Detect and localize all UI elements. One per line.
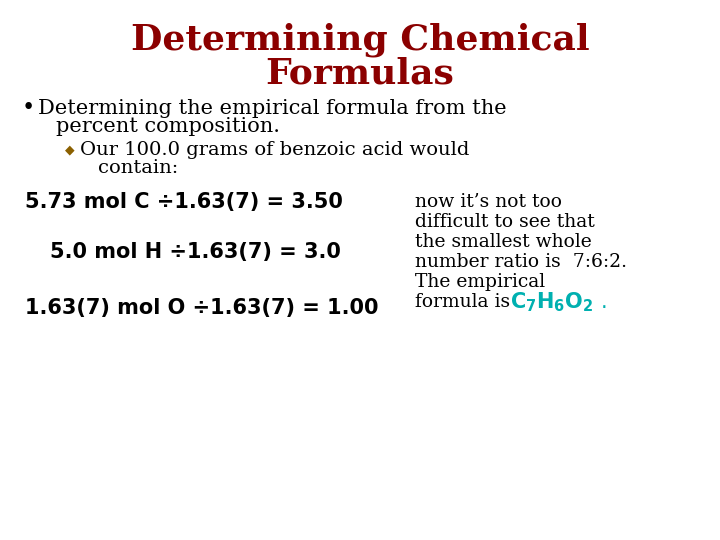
Text: percent composition.: percent composition. xyxy=(56,118,280,137)
Text: 5.0 mol H ÷1.63(7) = 3.0: 5.0 mol H ÷1.63(7) = 3.0 xyxy=(50,242,341,262)
Text: contain:: contain: xyxy=(98,159,179,177)
Text: Determining Chemical: Determining Chemical xyxy=(131,23,589,57)
Text: formula is: formula is xyxy=(415,293,510,311)
Text: 5.73 mol C ÷1.63(7) = 3.50: 5.73 mol C ÷1.63(7) = 3.50 xyxy=(25,192,343,212)
Text: $\mathbf{C_7H_6O_2}$ .: $\mathbf{C_7H_6O_2}$ . xyxy=(510,290,606,314)
Text: •: • xyxy=(22,97,35,119)
Text: Formulas: Formulas xyxy=(266,57,454,91)
Text: Determining the empirical formula from the: Determining the empirical formula from t… xyxy=(38,98,507,118)
Text: now it’s not too: now it’s not too xyxy=(415,193,562,211)
Text: the smallest whole: the smallest whole xyxy=(415,233,592,251)
Text: difficult to see that: difficult to see that xyxy=(415,213,595,231)
Text: number ratio is  7:6:2.: number ratio is 7:6:2. xyxy=(415,253,627,271)
Text: 1.63(7) mol O ÷1.63(7) = 1.00: 1.63(7) mol O ÷1.63(7) = 1.00 xyxy=(25,298,379,318)
Text: The empirical: The empirical xyxy=(415,273,545,291)
Text: ◆: ◆ xyxy=(65,144,75,157)
Text: Our 100.0 grams of benzoic acid would: Our 100.0 grams of benzoic acid would xyxy=(80,141,469,159)
